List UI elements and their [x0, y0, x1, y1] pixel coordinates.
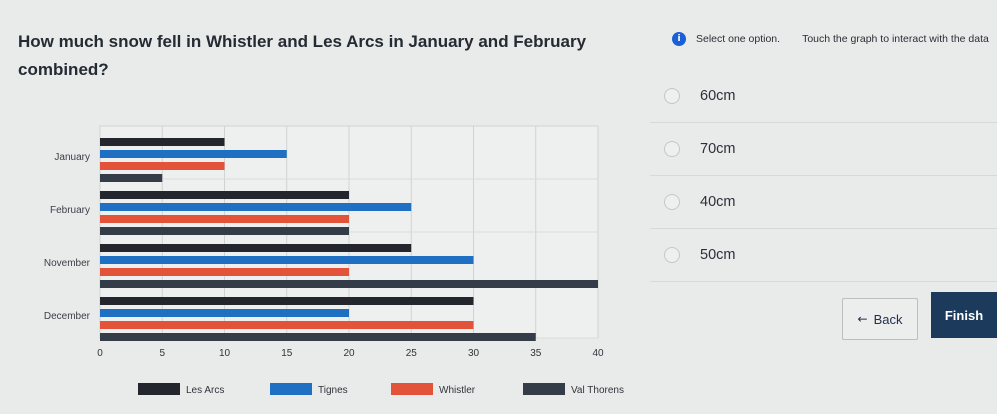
radio-button[interactable]	[664, 194, 680, 210]
x-tick-label: 0	[97, 348, 103, 359]
option-label: 60cm	[700, 88, 736, 104]
option-40cm[interactable]: 40cm	[650, 176, 997, 229]
legend-label: Tignes	[318, 385, 348, 396]
x-tick-label: 20	[343, 348, 355, 359]
legend-label: Les Arcs	[186, 385, 224, 396]
bar-les-arcs-february[interactable]	[100, 191, 349, 199]
legend-swatch	[270, 383, 312, 395]
category-label: January	[54, 152, 90, 163]
bar-tignes-february[interactable]	[100, 203, 412, 211]
bar-val-thorens-november[interactable]	[100, 280, 598, 288]
bar-whistler-february[interactable]	[100, 215, 349, 223]
category-label: December	[44, 311, 91, 322]
radio-button[interactable]	[664, 141, 680, 157]
instruction-text: Select one option.	[696, 33, 781, 45]
back-button[interactable]: ← Back	[842, 298, 918, 340]
finish-button[interactable]: Finish	[931, 292, 997, 338]
bar-whistler-november[interactable]	[100, 268, 349, 276]
radio-button[interactable]	[664, 247, 680, 263]
bar-val-thorens-december[interactable]	[100, 333, 536, 341]
x-tick-label: 30	[468, 348, 480, 359]
category-label: February	[50, 205, 90, 216]
bar-val-thorens-january[interactable]	[100, 174, 163, 182]
instruction-bar: i Select one option. Touch the graph to …	[672, 28, 992, 50]
category-label: November	[44, 258, 91, 269]
back-label: Back	[873, 311, 903, 327]
legend-label: Whistler	[439, 385, 476, 396]
bar-tignes-november[interactable]	[100, 256, 474, 264]
x-tick-label: 25	[406, 348, 418, 359]
legend-swatch	[523, 383, 565, 395]
bar-tignes-december[interactable]	[100, 309, 349, 317]
radio-button[interactable]	[664, 88, 680, 104]
question-text: How much snow fell in Whistler and Les A…	[18, 32, 587, 79]
info-icon[interactable]: i	[672, 32, 686, 46]
bar-whistler-january[interactable]	[100, 162, 225, 170]
option-label: 50cm	[700, 247, 736, 263]
bar-tignes-january[interactable]	[100, 150, 287, 158]
option-label: 40cm	[700, 194, 736, 210]
arrow-left-icon: ←	[857, 312, 868, 326]
bar-les-arcs-november[interactable]	[100, 244, 412, 252]
option-50cm[interactable]: 50cm	[650, 229, 997, 282]
x-tick-label: 10	[219, 348, 231, 359]
answer-options: 60cm 70cm 40cm 50cm	[650, 70, 997, 282]
option-70cm[interactable]: 70cm	[650, 123, 997, 176]
bar-val-thorens-february[interactable]	[100, 227, 349, 235]
legend-swatch	[391, 383, 433, 395]
x-tick-label: 5	[159, 348, 165, 359]
bar-les-arcs-january[interactable]	[100, 138, 225, 146]
x-tick-label: 15	[281, 348, 293, 359]
legend-swatch	[138, 383, 180, 395]
legend-label: Val Thorens	[571, 385, 624, 396]
option-label: 70cm	[700, 141, 736, 157]
snowfall-bar-chart[interactable]: January February November December 0 5 10 15 20 2…	[0, 110, 630, 410]
option-60cm[interactable]: 60cm	[650, 70, 997, 123]
touch-hint-text: Touch the graph to interact with the dat…	[802, 33, 989, 45]
x-tick-label: 40	[592, 348, 604, 359]
x-tick-label: 35	[530, 348, 542, 359]
bar-whistler-december[interactable]	[100, 321, 474, 329]
bar-les-arcs-december[interactable]	[100, 297, 474, 305]
